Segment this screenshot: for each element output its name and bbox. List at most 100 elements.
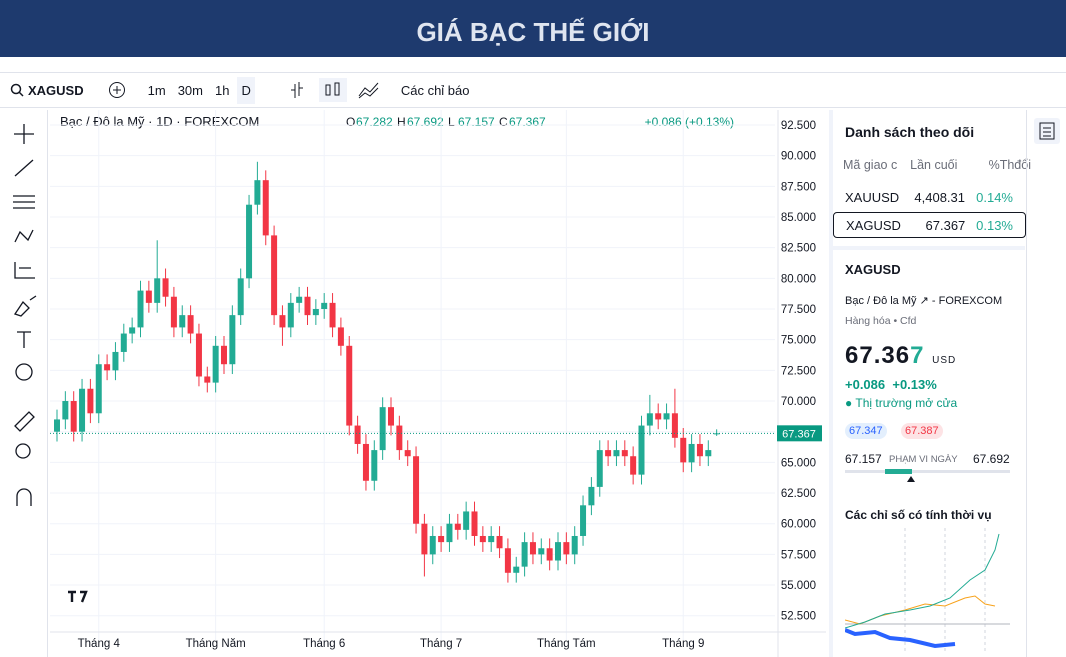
candle-body (438, 535, 445, 543)
column-header: Mã giao c (843, 158, 898, 172)
candle-body (596, 450, 603, 487)
detail-category: Hàng hóa • Cfd (845, 315, 917, 327)
candle-body (488, 535, 495, 543)
y-tick-label: 90.000 (781, 151, 816, 163)
chart-title: Bạc / Đô la Mỹ · 1D · FOREXCOM (60, 114, 259, 129)
seasonal-title: Các chỉ số có tính thời vụ (845, 508, 992, 522)
fib-tool[interactable] (13, 195, 35, 209)
y-tick-label: 52.500 (781, 611, 816, 623)
candle-body (221, 345, 227, 365)
search-icon[interactable] (10, 83, 24, 97)
candle-body (555, 542, 561, 561)
candle-body (529, 542, 536, 555)
candle-body (605, 450, 612, 457)
interval-active[interactable]: D (237, 76, 255, 104)
candle-body (479, 535, 486, 543)
watchlist-button[interactable] (1034, 118, 1060, 144)
y-tick-label: 75.000 (781, 335, 816, 347)
add-symbol[interactable] (108, 81, 126, 99)
brush-tool[interactable] (13, 295, 37, 317)
symbol[interactable]: XAGUSD (28, 82, 84, 98)
y-tick-label: 87.500 (781, 181, 816, 193)
watchlist-title: Danh sách theo dõi (845, 124, 975, 140)
seasonal-chart (845, 528, 1010, 654)
candle-body (329, 302, 336, 328)
divider (833, 246, 1025, 250)
candle-body (621, 450, 628, 457)
emoji-tool[interactable] (15, 363, 33, 381)
trendline-tool[interactable] (14, 159, 34, 177)
candle-body (429, 535, 436, 555)
interval[interactable]: 1m (147, 82, 166, 98)
interval[interactable]: 1h (214, 82, 230, 98)
candle-body (279, 315, 286, 328)
text-tool[interactable] (17, 331, 31, 348)
candle-body (154, 278, 161, 303)
candle-body (571, 535, 578, 555)
candle-body (95, 364, 102, 414)
currency: USD (932, 355, 957, 366)
candle-body (296, 296, 303, 303)
y-tick-label: 62.500 (781, 488, 816, 500)
candle-body (79, 388, 86, 432)
candle-body (663, 413, 670, 420)
candle-body (229, 315, 236, 365)
forecast-tool[interactable] (14, 262, 35, 279)
legend-value: 67.692 (407, 115, 444, 129)
watchlist-row[interactable]: XAUUSD 4,408.31 0.14% (845, 184, 1013, 210)
watchlist-row-selected[interactable]: XAGUSD 67.367 0.13% (833, 212, 1026, 238)
price-last-digit: 7 (910, 342, 925, 369)
x-tick-label: Tháng 6 (303, 638, 345, 650)
y-tick-label: 85.000 (781, 212, 816, 224)
column-header: Lần cuối (910, 158, 958, 172)
y-tick-label: 77.500 (781, 304, 816, 316)
indicators-button[interactable]: Các chỉ báo (400, 82, 470, 98)
candle-body (705, 450, 712, 457)
candle-body (304, 296, 311, 316)
candle-body (613, 450, 620, 457)
candle-body (62, 401, 69, 420)
x-tick-label: Tháng 7 (420, 638, 462, 650)
candle-body (162, 278, 169, 297)
candle-body (446, 523, 453, 543)
right-toolbar (1026, 110, 1060, 657)
candle-body (312, 309, 319, 316)
change: +0.086 (+0.13%) (645, 115, 734, 129)
candle-body (112, 351, 119, 371)
candle-body (195, 333, 202, 377)
candle-body (388, 407, 394, 426)
change: +0.086 (845, 377, 886, 392)
interval[interactable]: 30m (177, 82, 203, 98)
crosshair-tool[interactable] (14, 124, 34, 144)
last-price-tag (777, 425, 822, 442)
candle-body (588, 486, 595, 506)
candle-body (713, 433, 720, 435)
candle-body (696, 443, 703, 457)
magnet-tool[interactable] (16, 488, 32, 506)
candle-body (237, 278, 244, 316)
symbol: XAUUSD (845, 189, 900, 205)
x-tick-label: Tháng Tám (537, 638, 596, 650)
candle-body (396, 425, 403, 451)
candle-body (346, 345, 353, 426)
candle-body (70, 401, 77, 432)
candle-body (463, 511, 470, 530)
price-chart: Bạc / Đô la Mỹ · 1D · FOREXCOM O 67.282 H 6… (50, 110, 826, 657)
candle-body (321, 302, 328, 310)
x-tick-label: Tháng 9 (662, 638, 704, 650)
candle-body (504, 548, 511, 573)
candle-body (212, 345, 219, 383)
zoom-tool[interactable] (15, 443, 31, 459)
y-tick-label: 57.500 (781, 549, 816, 561)
candle-body (87, 388, 94, 414)
candle-body (54, 419, 60, 432)
change-pct: 0.14% (976, 189, 1013, 205)
legend-value: 67.367 (509, 115, 546, 129)
chart-style-buttons[interactable] (267, 78, 387, 102)
ruler-tool[interactable] (14, 411, 35, 432)
pattern-tool[interactable] (14, 229, 34, 243)
legend-key: C (499, 115, 508, 129)
last-price-label: 67.367 (782, 428, 816, 440)
candle-body (137, 290, 144, 328)
candle-body (680, 437, 687, 463)
